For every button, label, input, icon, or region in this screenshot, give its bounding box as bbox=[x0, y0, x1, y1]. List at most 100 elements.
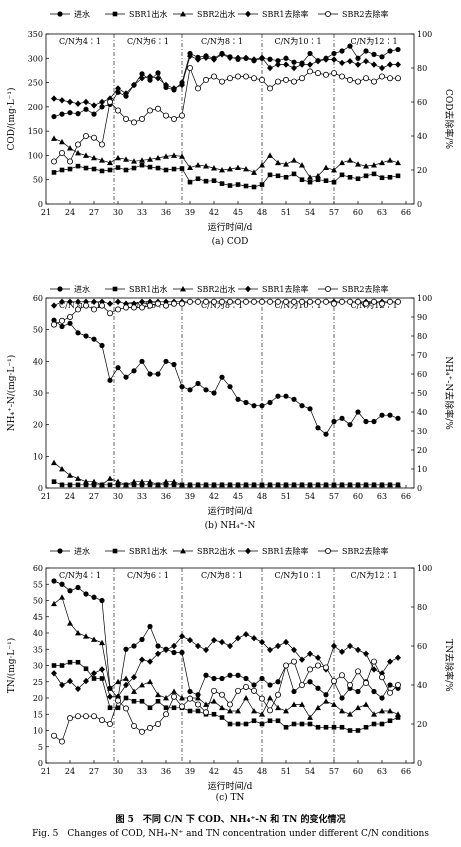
panel-2-series-5-point-15 bbox=[162, 302, 169, 309]
panel-3-phase-label-3: C/N为8∶1 bbox=[201, 570, 243, 580]
panel-2-ytick-label-5: 40 bbox=[33, 357, 43, 366]
panel-2-series-3-point-18 bbox=[187, 481, 193, 488]
panel-3-series-2-point-22 bbox=[219, 715, 225, 720]
panel-2-series-2-point-9 bbox=[115, 482, 121, 488]
panel-1-legend-label-2: SBR1出水 bbox=[129, 9, 167, 19]
panel-3-series-2-point-34 bbox=[315, 724, 321, 730]
panel-1-yaxis-title: COD/(mg·L⁻¹) bbox=[6, 87, 17, 150]
panel-2-legend-marker-3 bbox=[180, 286, 186, 292]
panel-3-series-2-point-30 bbox=[283, 724, 289, 730]
panel-3-series-1-point-26 bbox=[251, 682, 257, 688]
panel-3-panel-label: (c) TN bbox=[216, 792, 245, 803]
panel-2-series-1-point-32 bbox=[299, 403, 305, 409]
panel-1-series-4-point-8 bbox=[107, 95, 113, 102]
panel-1-series-4-point-43 bbox=[387, 61, 393, 68]
panel-1-series-4-point-20 bbox=[203, 54, 209, 61]
panel-2-series-5-point-9 bbox=[115, 306, 122, 313]
panel-3-series-1-point-18 bbox=[187, 688, 193, 695]
panel-2-series-4-point-3 bbox=[67, 298, 73, 305]
panel-2-series-2-point-13 bbox=[147, 482, 153, 488]
panel-1-xtick-label-1: 21 bbox=[41, 208, 51, 217]
panel-2-plot-frame bbox=[45, 297, 415, 489]
panel-1-series-4-point-4 bbox=[75, 100, 81, 107]
panel-2-series-1-point-17 bbox=[179, 384, 185, 390]
panel-3-series-4-point-14 bbox=[155, 650, 161, 657]
panel-1-series-3-point-25 bbox=[243, 166, 249, 172]
panel-1-xtick-label-16: 66 bbox=[401, 208, 411, 217]
panel-1-series-4-point-33 bbox=[307, 61, 313, 68]
panel-1-series-3-point-1 bbox=[51, 135, 57, 141]
panel-1-series-2-point-16 bbox=[171, 166, 177, 172]
panel-2-series-1-point-9 bbox=[115, 365, 121, 371]
panel-2-legend-marker-4 bbox=[245, 285, 251, 293]
panel-1-series-3-point-27 bbox=[259, 162, 265, 168]
panel-1-series-1-point-6 bbox=[91, 111, 97, 117]
panel-3-series-4-point-13 bbox=[147, 658, 153, 665]
panel-1-series-2-point-21 bbox=[211, 178, 217, 183]
panel-3-series-4-point-41 bbox=[371, 666, 377, 673]
panel-3-series-2-point-38 bbox=[347, 728, 353, 733]
panel-2-series-5-point-2 bbox=[59, 317, 66, 324]
panel-3-series-3-point-26 bbox=[251, 708, 257, 714]
panel-3-series-4-point-16 bbox=[171, 642, 177, 650]
panel-3-series-3-point-35 bbox=[323, 698, 329, 704]
panel-2-series-1-point-36 bbox=[331, 418, 337, 425]
panel-2-series-5-point-16 bbox=[170, 300, 177, 307]
panel-3-series-5-point-2 bbox=[59, 738, 66, 745]
panel-2-series-3-point-23 bbox=[227, 481, 233, 488]
panel-1-series-2-point-10 bbox=[123, 167, 129, 173]
panel-3-series-4-point-30 bbox=[283, 638, 289, 646]
panel-3-series-1-point-17 bbox=[179, 649, 185, 656]
panel-2-series-3-point-33 bbox=[307, 481, 313, 488]
panel-3-legend-marker-2 bbox=[112, 548, 118, 554]
panel-1-series-4-point-22 bbox=[219, 51, 225, 58]
panel-3-series-1-point-7 bbox=[99, 597, 105, 604]
panel-3-y2tick-label-4: 60 bbox=[417, 642, 427, 651]
panel-1-series-5-point-12 bbox=[138, 116, 145, 123]
panel-1-series-2-point-12 bbox=[139, 162, 145, 168]
panel-3-series-3-point-11 bbox=[131, 688, 137, 694]
panel-3-series-2-point-2 bbox=[59, 663, 65, 668]
panel-3-series-1-point-41 bbox=[371, 688, 377, 695]
panel-3-series-2-point-7 bbox=[99, 676, 105, 681]
panel-3-series-5-point-31 bbox=[290, 658, 297, 665]
panel-3-series-4-point-7 bbox=[99, 666, 105, 673]
panel-1-series-1-point-13 bbox=[147, 77, 153, 83]
panel-3-series-3-point-22 bbox=[219, 704, 225, 711]
panel-3-series-5-point-13 bbox=[146, 724, 153, 731]
panel-1-phase-label-5: C/N为12∶1 bbox=[350, 36, 397, 46]
panel-1-xtick-label-7: 39 bbox=[185, 208, 195, 217]
panel-3-ytick-label-13: 60 bbox=[33, 564, 43, 573]
panel-2-legend-label-3: SBR2出水 bbox=[197, 284, 235, 294]
panel-1-panel-label: (a) COD bbox=[212, 236, 249, 247]
panel-1-xtick-label-12: 54 bbox=[305, 208, 315, 217]
panel-3-series-4-point-5 bbox=[83, 677, 89, 685]
panel-3-phase-label-5: C/N为12∶1 bbox=[350, 570, 397, 580]
panel-2-ytick-label-7: 60 bbox=[33, 294, 43, 303]
panel-3-series-3-point-15 bbox=[163, 695, 169, 701]
panel-3-series-4-point-18 bbox=[187, 636, 193, 644]
panel-1-series-3-point-16 bbox=[171, 152, 177, 158]
panel-1-series-2-point-31 bbox=[291, 171, 297, 177]
panel-3-series-1-point-14 bbox=[155, 643, 161, 649]
panel-3-legend-marker-1 bbox=[57, 548, 63, 554]
panel-3-ytick-label-3: 10 bbox=[33, 727, 43, 736]
panel-3-series-4-point-33 bbox=[307, 650, 313, 657]
panel-1-ytick-label-3: 100 bbox=[28, 151, 43, 160]
panel-1-series-4-point-42 bbox=[379, 64, 385, 72]
panel-2-series-1-point-4 bbox=[75, 330, 81, 336]
panel-3-series-2-point-36 bbox=[331, 724, 337, 730]
panel-2-y2tick-label-8: 70 bbox=[417, 351, 427, 360]
panel-3-ytick-label-10: 45 bbox=[33, 613, 43, 622]
panel-3-series-1-point-24 bbox=[235, 672, 241, 678]
panel-3-series-3-point-5 bbox=[83, 633, 89, 639]
panel-3-series-5-line bbox=[53, 660, 399, 743]
panel-3-xtick-label-5: 33 bbox=[137, 767, 147, 776]
panel-1-series-5-point-30 bbox=[282, 76, 289, 83]
panel-3-series-3-point-7 bbox=[99, 639, 105, 646]
panel-1-series-5-point-10 bbox=[123, 116, 130, 123]
panel-2-series-1-point-34 bbox=[315, 425, 321, 431]
panel-3-y2tick-label-6: 100 bbox=[417, 564, 432, 573]
panel-2-phase-label-4: C/N为10∶1 bbox=[274, 300, 321, 310]
